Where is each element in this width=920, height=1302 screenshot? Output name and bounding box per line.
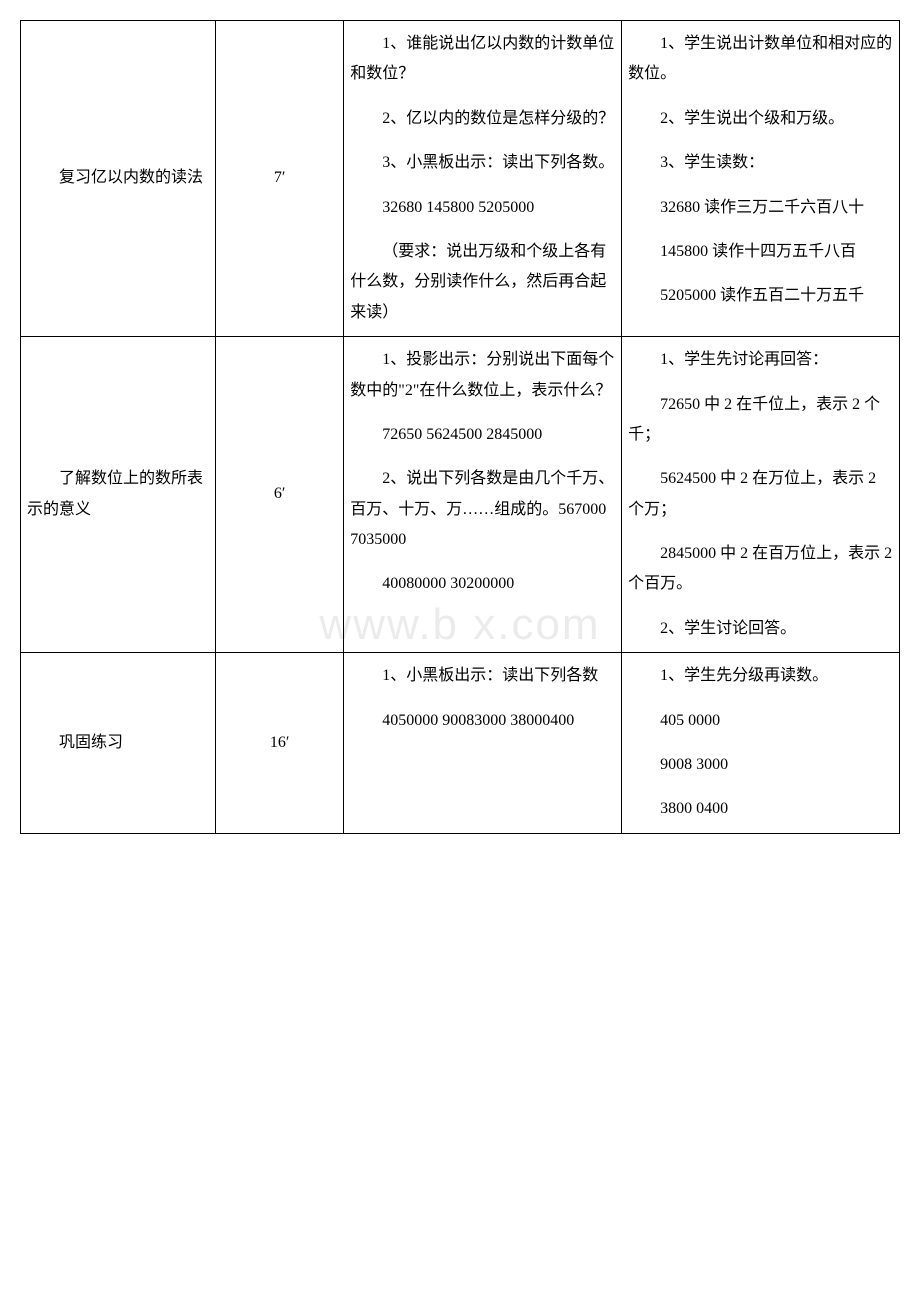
- text: 32680 读作三万二千六百八十: [628, 193, 893, 223]
- text: 32680 145800 5205000: [350, 193, 615, 223]
- cell-activity: 了解数位上的数所表示的意义: [21, 337, 216, 653]
- text: 了解数位上的数所表示的意义: [27, 464, 209, 525]
- text: 6′: [274, 485, 286, 502]
- text: （要求：说出万级和个级上各有什么数，分别读作什么，然后再合起来读）: [350, 237, 615, 328]
- cell-activity: 巩固练习: [21, 653, 216, 834]
- text: 5624500 中 2 在万位上，表示 2 个万；: [628, 464, 893, 525]
- cell-student: 1、学生先分级再读数。 405 0000 9008 3000 3800 0400: [622, 653, 900, 834]
- text: 9008 3000: [628, 750, 893, 780]
- cell-duration: 16′: [215, 653, 343, 834]
- text: 1、学生先讨论再回答：: [628, 345, 893, 375]
- text: 72650 5624500 2845000: [350, 420, 615, 450]
- text: 16′: [270, 734, 290, 751]
- text: 2、亿以内的数位是怎样分级的？: [350, 104, 615, 134]
- text: 1、投影出示：分别说出下面每个数中的"2"在什么数位上，表示什么？: [350, 345, 615, 406]
- cell-student: 1、学生说出计数单位和相对应的数位。 2、学生说出个级和万级。 3、学生读数： …: [622, 21, 900, 337]
- text: 405 0000: [628, 706, 893, 736]
- cell-student: 1、学生先讨论再回答： 72650 中 2 在千位上，表示 2 个千； 5624…: [622, 337, 900, 653]
- text: 72650 中 2 在千位上，表示 2 个千；: [628, 390, 893, 451]
- cell-teacher: 1、谁能说出亿以内数的计数单位和数位？ 2、亿以内的数位是怎样分级的？ 3、小黑…: [344, 21, 622, 337]
- text: 3、学生读数：: [628, 148, 893, 178]
- cell-teacher: 1、小黑板出示：读出下列各数 4050000 90083000 38000400: [344, 653, 622, 834]
- text: 复习亿以内数的读法: [27, 163, 209, 193]
- text: 7′: [274, 169, 286, 186]
- table-row: 了解数位上的数所表示的意义 6′ 1、投影出示：分别说出下面每个数中的"2"在什…: [21, 337, 900, 653]
- text: 2、说出下列各数是由几个千万、百万、十万、万……组成的。567000 70350…: [350, 464, 615, 555]
- text: 2、学生说出个级和万级。: [628, 104, 893, 134]
- cell-teacher: 1、投影出示：分别说出下面每个数中的"2"在什么数位上，表示什么？ 72650 …: [344, 337, 622, 653]
- text: 2845000 中 2 在百万位上，表示 2 个百万。: [628, 539, 893, 600]
- text: 5205000 读作五百二十万五千: [628, 281, 893, 311]
- cell-duration: 6′: [215, 337, 343, 653]
- table-body: 复习亿以内数的读法 7′ 1、谁能说出亿以内数的计数单位和数位？ 2、亿以内的数…: [21, 21, 900, 834]
- text: 4050000 90083000 38000400: [350, 706, 615, 736]
- table-row: 复习亿以内数的读法 7′ 1、谁能说出亿以内数的计数单位和数位？ 2、亿以内的数…: [21, 21, 900, 337]
- text: 1、学生先分级再读数。: [628, 661, 893, 691]
- text: 3800 0400: [628, 794, 893, 824]
- text: 1、学生说出计数单位和相对应的数位。: [628, 29, 893, 90]
- text: 1、小黑板出示：读出下列各数: [350, 661, 615, 691]
- text: 3、小黑板出示：读出下列各数。: [350, 148, 615, 178]
- lesson-table: 复习亿以内数的读法 7′ 1、谁能说出亿以内数的计数单位和数位？ 2、亿以内的数…: [20, 20, 900, 834]
- cell-activity: 复习亿以内数的读法: [21, 21, 216, 337]
- text: 40080000 30200000: [350, 569, 615, 599]
- cell-duration: 7′: [215, 21, 343, 337]
- text: 1、谁能说出亿以内数的计数单位和数位？: [350, 29, 615, 90]
- text: 145800 读作十四万五千八百: [628, 237, 893, 267]
- table-row: 巩固练习 16′ 1、小黑板出示：读出下列各数 4050000 90083000…: [21, 653, 900, 834]
- text: 巩固练习: [27, 728, 209, 758]
- text: 2、学生讨论回答。: [628, 614, 893, 644]
